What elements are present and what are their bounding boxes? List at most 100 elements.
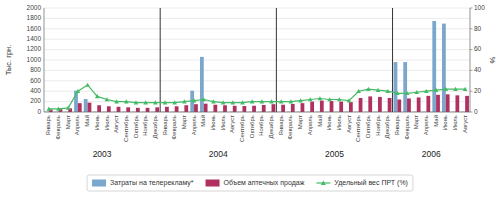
x-tick-label: Август xyxy=(346,115,352,133)
bar xyxy=(291,104,295,112)
legend-swatch xyxy=(92,180,106,187)
bar xyxy=(417,97,421,112)
legend-item: Объем аптечных продаж xyxy=(206,179,305,187)
y2-tick xyxy=(470,28,473,29)
bar xyxy=(432,21,436,112)
bar xyxy=(233,106,237,112)
line-marker xyxy=(201,97,206,101)
bar xyxy=(107,106,111,112)
bar xyxy=(223,105,227,112)
x-tick-label: Январь xyxy=(45,115,51,136)
x-tick-label: Октябрь xyxy=(365,115,371,138)
grid-line xyxy=(44,60,470,61)
y2-tick xyxy=(470,70,473,71)
bar xyxy=(281,105,285,112)
x-tick-label: Июнь xyxy=(442,115,448,130)
legend-swatch-marker xyxy=(321,181,326,186)
y2-tick-label: 40 xyxy=(474,66,482,73)
line-marker xyxy=(385,89,390,93)
bar xyxy=(146,108,150,112)
line-marker xyxy=(76,89,81,93)
bar xyxy=(155,107,159,112)
x-tick-label: Январь xyxy=(278,115,284,136)
x-tick-label: Декабрь xyxy=(384,115,390,138)
line-marker xyxy=(211,99,216,103)
line-marker xyxy=(347,98,352,102)
x-tick-label: Август xyxy=(462,115,468,133)
line-layer xyxy=(47,83,468,111)
line-marker xyxy=(443,87,448,91)
x-tick-label: Декабрь xyxy=(268,115,274,138)
x-axis xyxy=(44,112,470,113)
x-tick-label: Апрель xyxy=(74,115,80,135)
y2-tick-label: 0 xyxy=(474,108,478,115)
x-tick-label: Февраль xyxy=(404,115,410,139)
line-marker xyxy=(114,99,119,103)
y-tick-label: 1200 xyxy=(27,45,42,52)
y-tick-label: 600 xyxy=(30,77,41,84)
x-tick-label: Март xyxy=(181,115,187,130)
bar xyxy=(117,107,121,112)
bar xyxy=(165,107,169,112)
chart: 0200400600800100012001400160018002000020… xyxy=(0,0,500,206)
grid xyxy=(44,8,470,112)
bar xyxy=(455,95,459,112)
year-label: 2005 xyxy=(325,149,344,159)
bar xyxy=(465,96,469,112)
bar xyxy=(339,102,343,112)
line-marker xyxy=(85,83,90,87)
x-tick-label: Май xyxy=(84,115,90,127)
x-tick-label: Апрель xyxy=(423,115,429,135)
x-tick-label: Июнь xyxy=(326,115,332,130)
y2-tick xyxy=(470,112,473,113)
year-separator xyxy=(160,8,161,112)
bar xyxy=(136,108,140,112)
bar xyxy=(446,94,450,112)
x-tick-label: Март xyxy=(65,115,71,130)
grid-line xyxy=(44,18,470,19)
line-marker xyxy=(269,99,274,103)
bar xyxy=(359,98,363,112)
plot-data xyxy=(45,21,469,112)
line-marker xyxy=(56,107,61,111)
legend-label: Удельный вес ПРТ (%) xyxy=(334,179,408,187)
bar xyxy=(262,105,266,112)
line-marker xyxy=(143,100,148,104)
line-marker xyxy=(366,87,371,91)
line-marker xyxy=(163,100,168,104)
line-marker xyxy=(434,88,439,92)
year-label: 2004 xyxy=(209,149,228,159)
bar xyxy=(378,97,382,112)
y2-tick-label: 80 xyxy=(474,25,482,32)
line-marker xyxy=(424,89,429,93)
bar xyxy=(436,95,440,112)
line-marker xyxy=(124,99,129,103)
legend: Затраты на телерекламу*Объем аптечных пр… xyxy=(87,175,413,191)
grid-line xyxy=(44,112,470,113)
x-tick-label: Сентябрь xyxy=(355,115,361,142)
y2-tick-label: 60 xyxy=(474,45,482,52)
x-tick-label: Март xyxy=(297,115,303,130)
line-marker xyxy=(260,99,265,103)
y-tick-label: 400 xyxy=(30,87,41,94)
bar xyxy=(368,96,372,112)
y2-tick xyxy=(470,8,473,9)
bar xyxy=(252,106,256,112)
x-tick-label: Сентябрь xyxy=(239,115,245,142)
x-tick-label: Январь xyxy=(162,115,168,136)
x-tick-label: Октябрь xyxy=(133,115,139,138)
grid-line xyxy=(44,49,470,50)
line-marker xyxy=(221,100,226,104)
x-tick-label: Сентябрь xyxy=(123,115,129,142)
bar xyxy=(84,99,88,112)
x-tick-label: Май xyxy=(317,115,323,127)
bar xyxy=(200,57,204,112)
line-marker xyxy=(230,100,235,104)
legend-frame xyxy=(87,175,413,191)
legend-swatch xyxy=(206,180,220,187)
x-tick-label: Декабрь xyxy=(152,115,158,138)
x-tick-label: Ноябрь xyxy=(258,115,264,136)
x-tick-label: Март xyxy=(413,115,419,130)
bar xyxy=(349,102,353,112)
line-marker xyxy=(95,94,100,98)
